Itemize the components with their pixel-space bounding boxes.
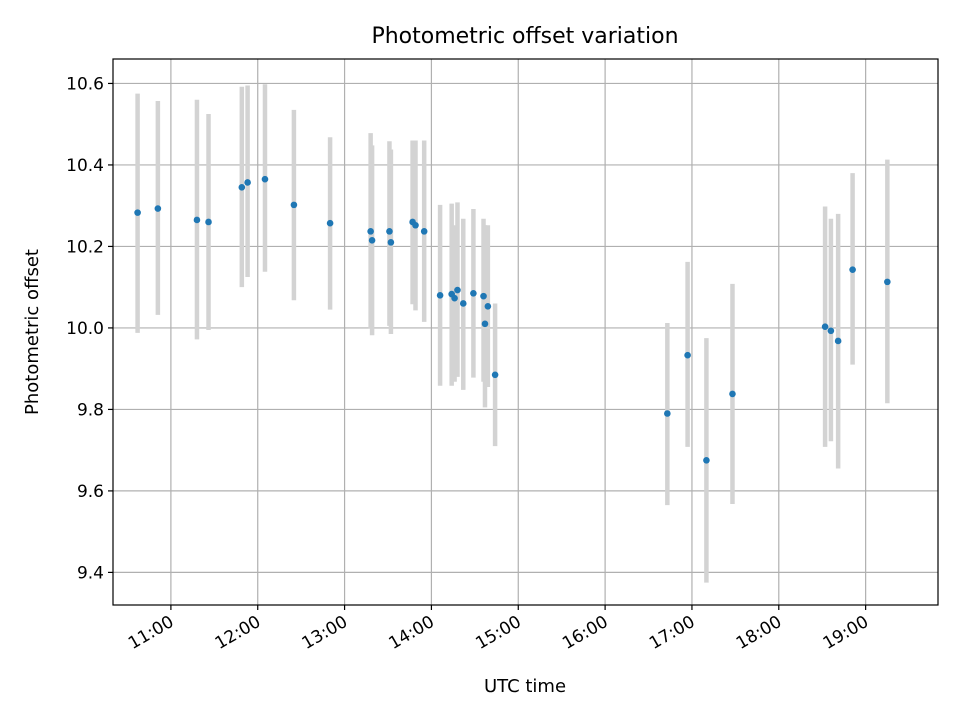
y-tick-label: 9.8 bbox=[77, 400, 104, 420]
grid-lines bbox=[113, 59, 938, 605]
data-point bbox=[729, 390, 736, 398]
data-point bbox=[134, 209, 141, 216]
data-point bbox=[451, 294, 458, 302]
data-point bbox=[484, 303, 492, 310]
data-point bbox=[821, 323, 829, 331]
y-axis-ticks: 9.4 9.6 9.8 10.0 10.2 10.4 10.6 bbox=[66, 74, 113, 583]
data-point bbox=[849, 266, 856, 273]
data-point bbox=[244, 179, 251, 186]
data-point bbox=[420, 228, 428, 235]
data-point bbox=[481, 320, 489, 328]
data-point bbox=[684, 351, 691, 359]
y-tick-label: 10.4 bbox=[66, 156, 104, 176]
data-point bbox=[480, 292, 487, 300]
data-point bbox=[664, 410, 671, 417]
y-axis-label: Photometric offset bbox=[22, 249, 43, 415]
data-point bbox=[154, 205, 162, 212]
y-tick-label: 10.0 bbox=[66, 319, 104, 339]
data-point bbox=[290, 201, 298, 209]
data-point bbox=[238, 184, 246, 191]
data-point bbox=[436, 292, 444, 299]
data-point bbox=[827, 327, 835, 335]
data-point bbox=[412, 221, 419, 229]
y-tick-label: 10.2 bbox=[66, 237, 104, 257]
y-tick-label: 9.6 bbox=[77, 482, 104, 502]
chart-title: Photometric offset variation bbox=[371, 24, 678, 49]
data-point bbox=[703, 457, 710, 464]
data-point bbox=[459, 300, 467, 307]
data-point bbox=[387, 239, 395, 246]
data-point bbox=[454, 286, 461, 294]
data-point bbox=[884, 278, 891, 286]
data-point bbox=[834, 337, 842, 345]
data-point bbox=[491, 371, 499, 379]
y-tick-label: 10.6 bbox=[66, 74, 104, 94]
data-point bbox=[193, 216, 201, 224]
data-point bbox=[470, 289, 477, 297]
data-point bbox=[205, 218, 212, 226]
data-point bbox=[368, 237, 376, 244]
data-point bbox=[261, 175, 269, 183]
data-point bbox=[367, 228, 374, 235]
x-axis-label: UTC time bbox=[484, 676, 566, 697]
y-tick-label: 9.4 bbox=[77, 563, 104, 583]
plot-frame bbox=[112, 58, 939, 606]
data-points bbox=[134, 175, 891, 464]
data-point bbox=[326, 219, 334, 227]
data-point bbox=[386, 228, 393, 235]
